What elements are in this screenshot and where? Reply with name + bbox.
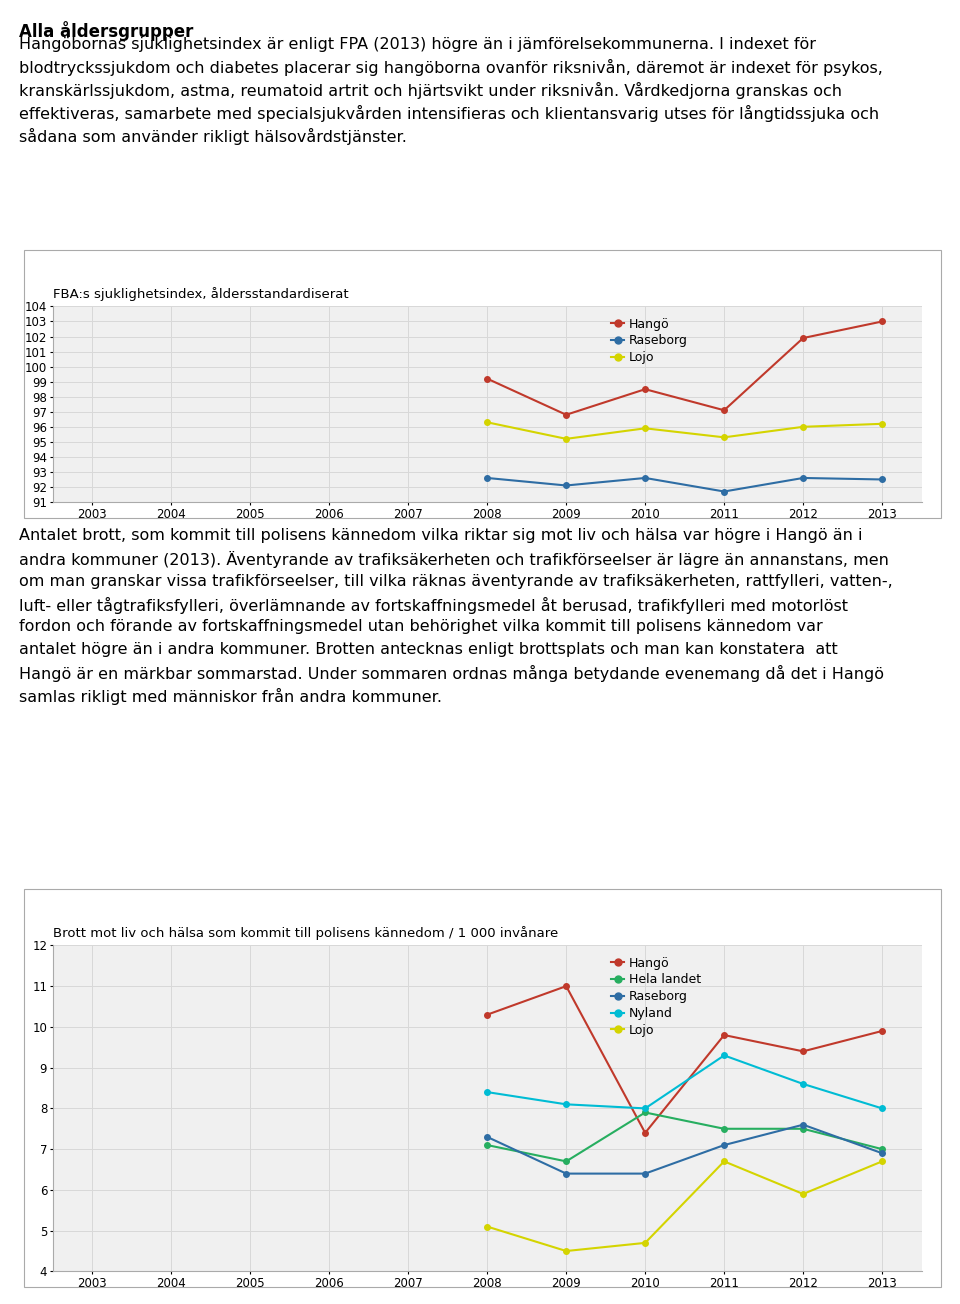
Text: antalet högre än i andra kommuner. Brotten antecknas enligt brottsplats och man : antalet högre än i andra kommuner. Brott…	[19, 642, 838, 657]
Text: samlas rikligt med människor från andra kommuner.: samlas rikligt med människor från andra …	[19, 687, 443, 705]
Text: blodtryckssjukdom och diabetes placerar sig hangöborna ovanför riksnivån, däremo: blodtryckssjukdom och diabetes placerar …	[19, 59, 883, 77]
Legend: Hangö, Hela landet, Raseborg, Nyland, Lojo: Hangö, Hela landet, Raseborg, Nyland, Lo…	[607, 952, 706, 1042]
Text: Brott mot liv och hälsa som kommit till polisens kännedom / 1 000 invånare: Brott mot liv och hälsa som kommit till …	[53, 926, 558, 940]
Text: sådana som använder rikligt hälsovårdstjänster.: sådana som använder rikligt hälsovårdstj…	[19, 128, 407, 145]
Text: Antalet brott, som kommit till polisens kännedom vilka riktar sig mot liv och hä: Antalet brott, som kommit till polisens …	[19, 528, 863, 544]
Text: luft- eller tågtrafiksfylleri, överlämnande av fortskaffningsmedel åt berusad, t: luft- eller tågtrafiksfylleri, överlämna…	[19, 596, 849, 614]
Legend: Hangö, Raseborg, Lojo: Hangö, Raseborg, Lojo	[607, 313, 693, 369]
Text: om man granskar vissa trafikförseelser, till vilka räknas äventyrande av trafiks: om man granskar vissa trafikförseelser, …	[19, 574, 893, 589]
Text: Alla åldersgrupper: Alla åldersgrupper	[19, 21, 194, 40]
Text: FBA:s sjuklighetsindex, åldersstandardiserat: FBA:s sjuklighetsindex, åldersstandardis…	[53, 287, 348, 301]
Text: effektiveras, samarbete med specialsjukvården intensifieras och klientansvarig u: effektiveras, samarbete med specialsjukv…	[19, 106, 879, 123]
Text: Hangö är en märkbar sommarstad. Under sommaren ordnas många betydande evenemang : Hangö är en märkbar sommarstad. Under so…	[19, 665, 884, 682]
Text: Hangöbornas sjuklighetsindex är enligt FPA (2013) högre än i jämförelsekommunern: Hangöbornas sjuklighetsindex är enligt F…	[19, 37, 816, 52]
Text: fordon och förande av fortskaffningsmedel utan behörighet vilka kommit till poli: fordon och förande av fortskaffningsmede…	[19, 619, 823, 635]
Text: kranskärlssjukdom, astma, reumatoid artrit och hjärtsvikt under riksnivån. Vårdk: kranskärlssjukdom, astma, reumatoid artr…	[19, 82, 842, 99]
Text: andra kommuner (2013). Äventyrande av trafiksäkerheten och trafikförseelser är l: andra kommuner (2013). Äventyrande av tr…	[19, 550, 889, 569]
